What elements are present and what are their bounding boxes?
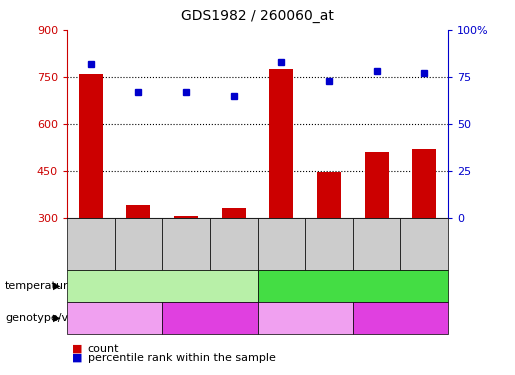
Text: GSM92827: GSM92827 — [182, 219, 191, 268]
Text: GSM92826: GSM92826 — [324, 219, 333, 268]
Text: ■: ■ — [72, 344, 82, 354]
Text: GSM92823: GSM92823 — [87, 219, 95, 268]
Text: 22 C: 22 C — [148, 279, 177, 292]
Bar — [269, 69, 293, 218]
Bar — [174, 216, 198, 217]
Text: genotype/variation: genotype/variation — [5, 313, 111, 323]
Text: Hsa32 KO: Hsa32 KO — [373, 313, 427, 323]
Text: GDS1982 / 260060_at: GDS1982 / 260060_at — [181, 9, 334, 23]
Text: GSM92828: GSM92828 — [229, 219, 238, 268]
Text: percentile rank within the sample: percentile rank within the sample — [88, 353, 276, 363]
Bar — [413, 149, 436, 217]
Text: ▶: ▶ — [53, 313, 60, 323]
Text: ■: ■ — [72, 353, 82, 363]
Text: wild-type: wild-type — [280, 313, 331, 323]
Bar — [79, 74, 102, 217]
Bar — [222, 208, 246, 218]
Bar — [317, 172, 341, 217]
Text: GSM92830: GSM92830 — [420, 219, 428, 268]
Text: ▶: ▶ — [53, 281, 60, 291]
Text: temperature: temperature — [5, 281, 75, 291]
Text: GSM92829: GSM92829 — [372, 219, 381, 268]
Text: GSM92825: GSM92825 — [277, 219, 286, 268]
Bar — [127, 205, 150, 218]
Text: count: count — [88, 344, 119, 354]
Text: Hsa32 KO: Hsa32 KO — [183, 313, 237, 323]
Text: wild-type: wild-type — [89, 313, 140, 323]
Text: 37 C: 37 C — [338, 279, 367, 292]
Text: GSM92824: GSM92824 — [134, 219, 143, 268]
Bar — [365, 152, 388, 217]
